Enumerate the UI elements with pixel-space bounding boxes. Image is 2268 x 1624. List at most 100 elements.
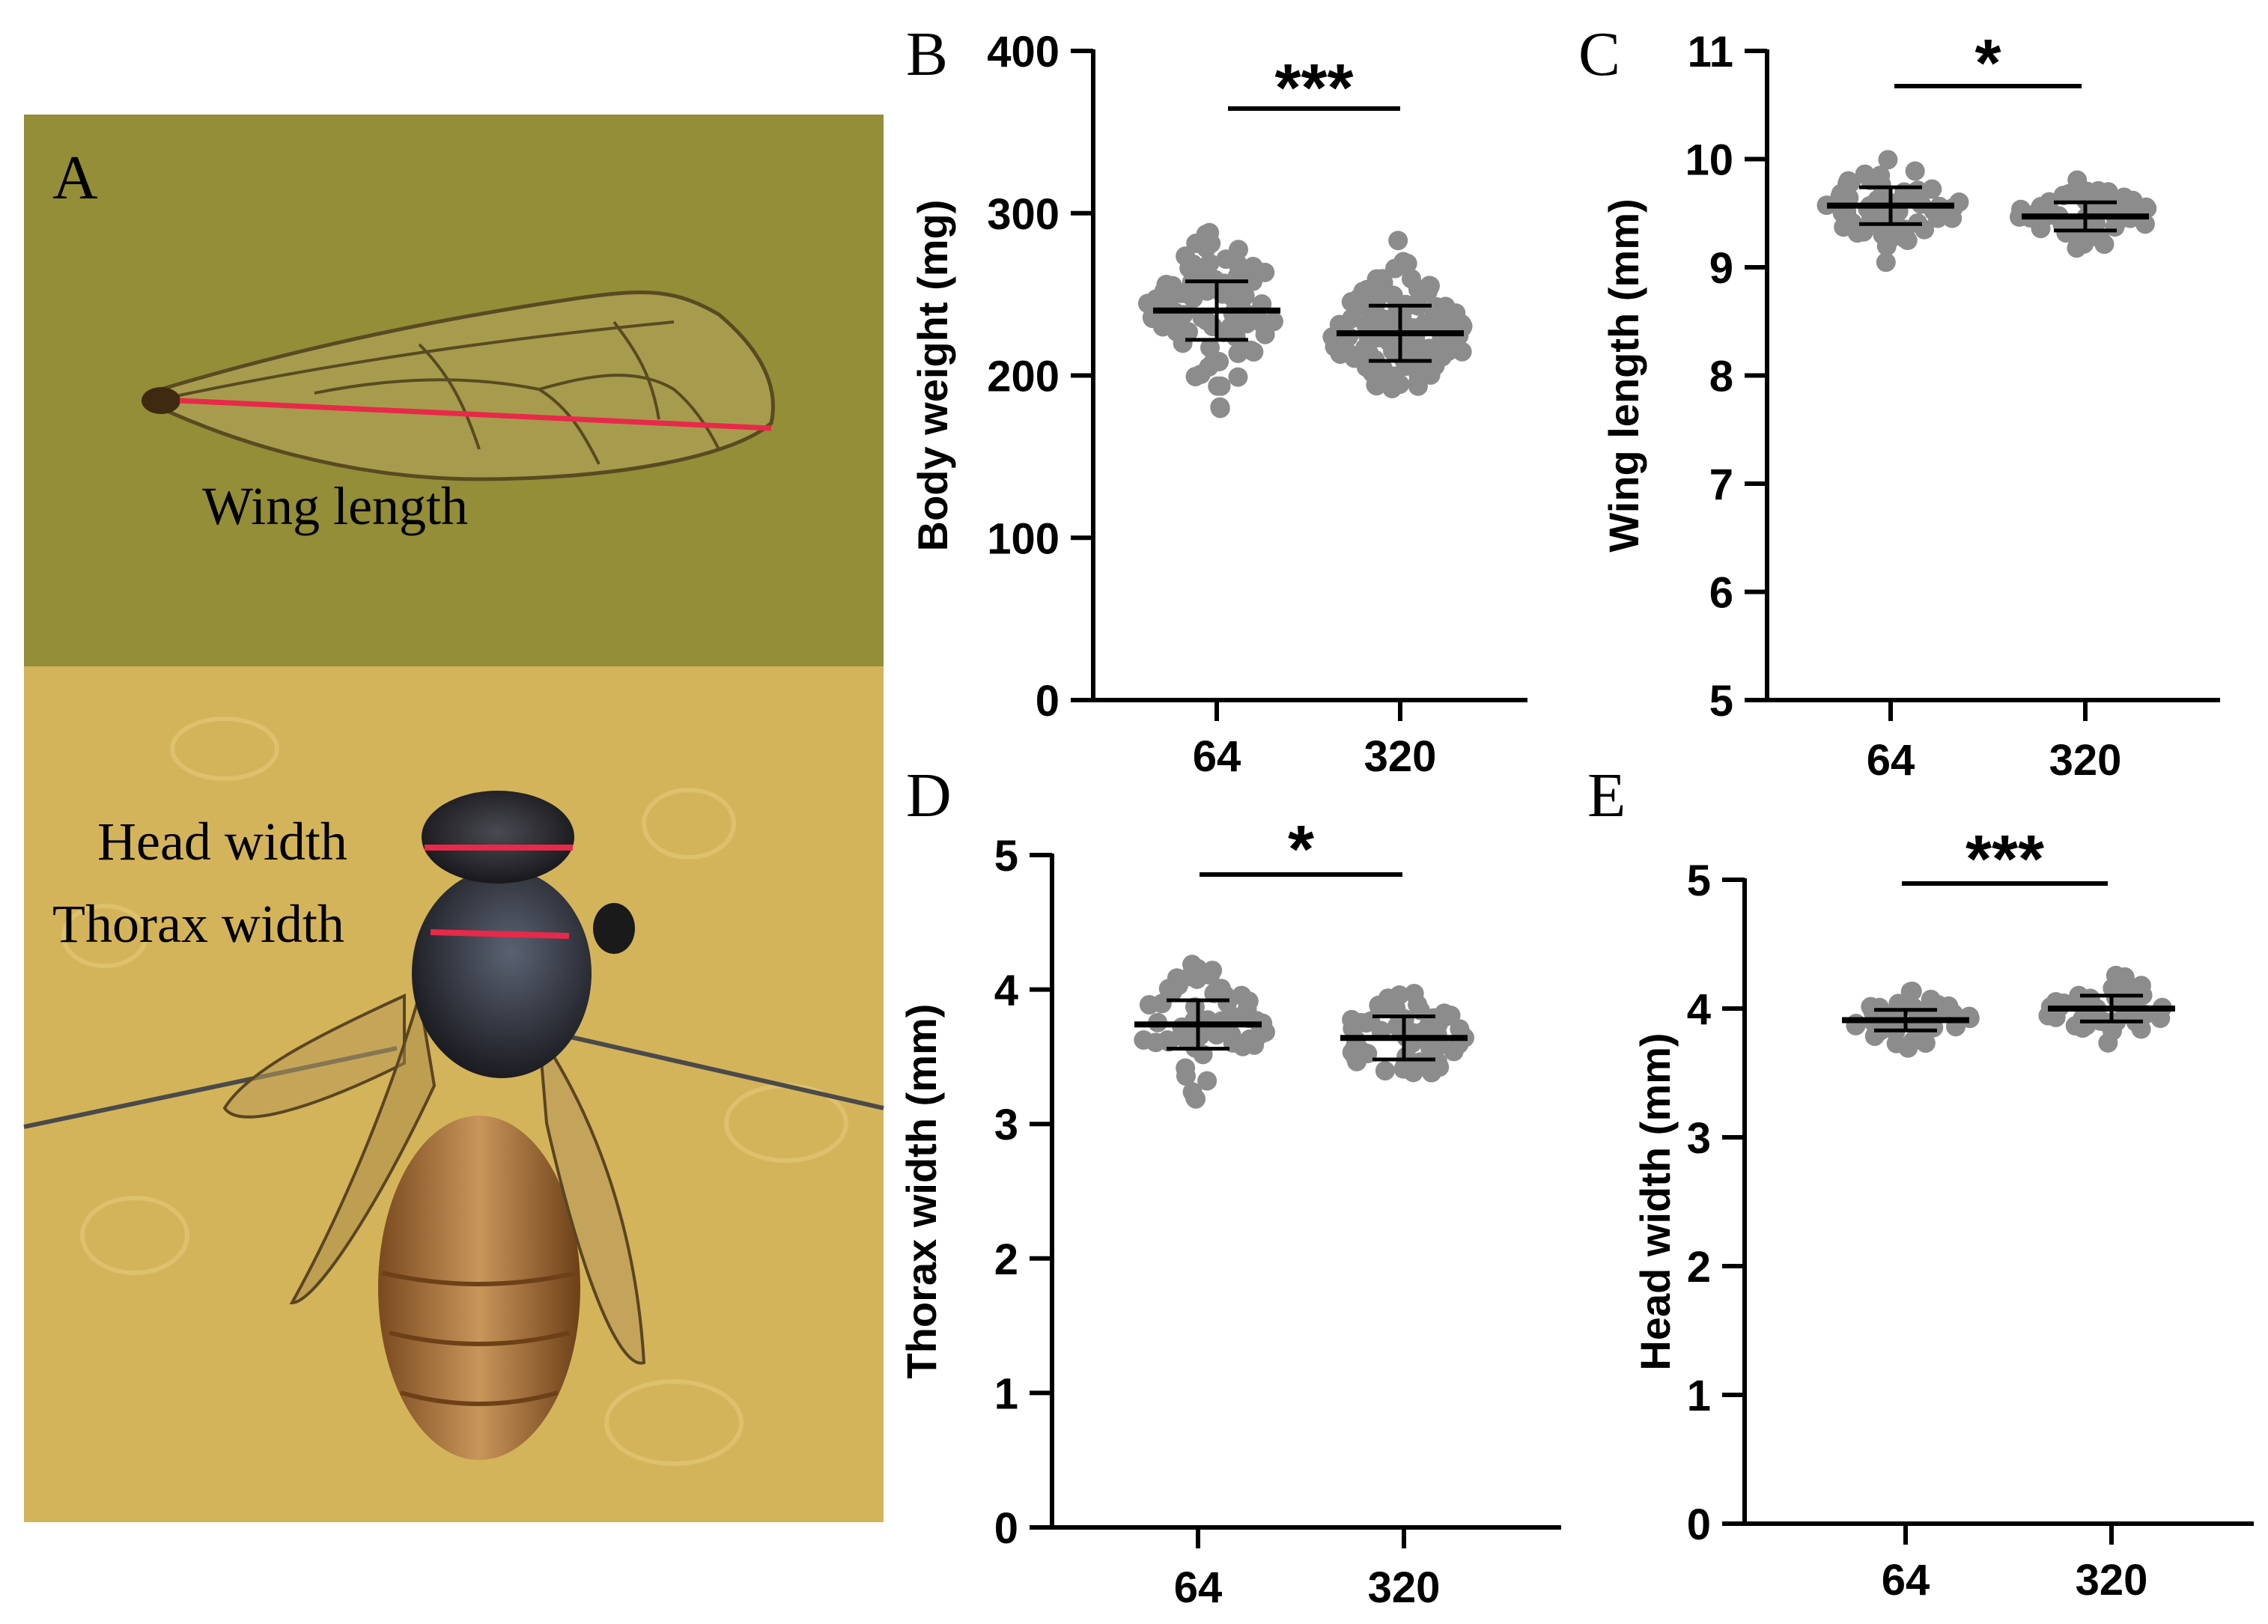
- y-tick-label: 400: [987, 28, 1059, 76]
- data-point: [1370, 368, 1390, 389]
- data-point: [1331, 344, 1351, 364]
- data-point: [1231, 259, 1251, 279]
- data-point: [1347, 1051, 1367, 1071]
- data-point: [1210, 397, 1230, 417]
- y-axis-label: Head width (mm): [1632, 1033, 1679, 1370]
- data-point: [1200, 338, 1220, 358]
- data-point: [1922, 179, 1942, 199]
- y-tick-label: 11: [1688, 28, 1733, 76]
- y-tick-label: 0: [1036, 677, 1059, 726]
- y-tick-label: 3: [1687, 1114, 1711, 1163]
- y-axis-label: Thorax width (mm): [898, 1004, 945, 1379]
- y-tick-label: 0: [1687, 1500, 1711, 1549]
- x-tick-label: 64: [1882, 1556, 1930, 1605]
- y-tick-label: 100: [987, 514, 1059, 563]
- panel-letter-d: D: [906, 761, 952, 830]
- chart-head-width: E 0 1 2 3 4 5 64 320 Head width (mm) ***: [1587, 761, 2254, 1605]
- head-width-label: Head width: [97, 812, 347, 872]
- significance-stars: ***: [1274, 51, 1353, 126]
- data-point: [1182, 1082, 1203, 1102]
- data-point: [1208, 376, 1228, 396]
- data-point: [1255, 324, 1275, 344]
- data-point: [1855, 164, 1875, 184]
- wing-length-label: Wing length: [202, 476, 468, 536]
- significance-stars: *: [1288, 812, 1314, 887]
- data-point: [1244, 1035, 1265, 1055]
- data-point: [1878, 150, 1898, 170]
- data-point: [1393, 1059, 1414, 1079]
- data-point: [1156, 274, 1176, 294]
- data-point: [1420, 277, 1440, 297]
- data-point: [1375, 1061, 1395, 1081]
- data-point: [1384, 258, 1405, 279]
- y-axis-label: Wing length (mm): [1600, 198, 1647, 552]
- data-point: [2131, 1019, 2151, 1039]
- data-point: [1388, 231, 1408, 251]
- significance-stars: *: [1974, 26, 2001, 101]
- data-point: [1902, 982, 1922, 1002]
- data-point: [2069, 985, 2089, 1006]
- data-point: [1431, 314, 1451, 334]
- data-point: [1389, 985, 1409, 1005]
- y-tick-label: 2: [1687, 1243, 1711, 1292]
- bee-illustration: [23, 791, 884, 1460]
- data-point: [1185, 366, 1206, 386]
- data-point: [1228, 240, 1248, 260]
- data-point: [1158, 1030, 1178, 1050]
- y-tick-label: 1: [1687, 1372, 1711, 1420]
- data-point: [2137, 198, 2157, 219]
- x-tick-label: 320: [2049, 736, 2122, 785]
- x-tick-label: 320: [1364, 732, 1437, 781]
- y-tick-label: 4: [994, 967, 1018, 1015]
- y-tick-label: 1: [994, 1369, 1018, 1418]
- data-point: [1211, 979, 1231, 999]
- panel-letter-c: C: [1578, 19, 1620, 89]
- y-tick-label: 4: [1687, 985, 1711, 1034]
- data-point: [1387, 299, 1408, 320]
- y-tick-label: 300: [987, 190, 1059, 239]
- y-tick-label: 200: [987, 353, 1059, 401]
- data-point: [1873, 225, 1893, 245]
- y-tick-label: 9: [1709, 244, 1733, 293]
- data-point: [1200, 253, 1220, 273]
- y-axis-label: Body weight (mg): [909, 200, 956, 552]
- data-point: [1876, 192, 1897, 212]
- thorax-width-line: [430, 929, 570, 939]
- data-point: [2031, 219, 2051, 239]
- wing-length-line: [179, 398, 772, 431]
- data-point: [1853, 222, 1873, 242]
- data-point: [1429, 1057, 1450, 1077]
- panel-letter-b: B: [906, 19, 948, 89]
- data-point: [1942, 208, 1963, 228]
- data-point: [1176, 246, 1196, 267]
- y-tick-label: 5: [1687, 857, 1711, 905]
- y-tick-label: 0: [994, 1504, 1018, 1553]
- x-tick-label: 320: [2076, 1556, 2148, 1605]
- data-point: [2067, 170, 2088, 190]
- data-point: [1861, 997, 1881, 1017]
- y-tick-label: 5: [994, 832, 1018, 881]
- data-point: [1342, 308, 1362, 329]
- data-point: [1343, 1018, 1363, 1038]
- data-point: [1228, 367, 1248, 387]
- data-point: [1452, 314, 1472, 334]
- data-point: [1404, 984, 1424, 1004]
- data-point: [1176, 1058, 1196, 1078]
- data-point: [1226, 318, 1246, 338]
- data-point: [1958, 1007, 1978, 1027]
- data-point: [2067, 238, 2087, 258]
- data-point: [1426, 296, 1446, 317]
- data-point: [1211, 1011, 1232, 1031]
- data-point: [1870, 165, 1891, 186]
- y-tick-label: 8: [1709, 353, 1733, 401]
- data-point: [1429, 1014, 1449, 1034]
- data-point: [2039, 192, 2059, 212]
- data-point: [1197, 1071, 1217, 1091]
- wing-illustration: [142, 290, 775, 481]
- data-point: [1201, 234, 1221, 254]
- data-point: [1915, 1033, 1936, 1053]
- chart-thorax-width: D 0 1 2 3 4 5 64 320 Thorax width (mm) *: [898, 761, 1561, 1612]
- data-point: [1222, 287, 1242, 307]
- data-point: [1836, 181, 1856, 201]
